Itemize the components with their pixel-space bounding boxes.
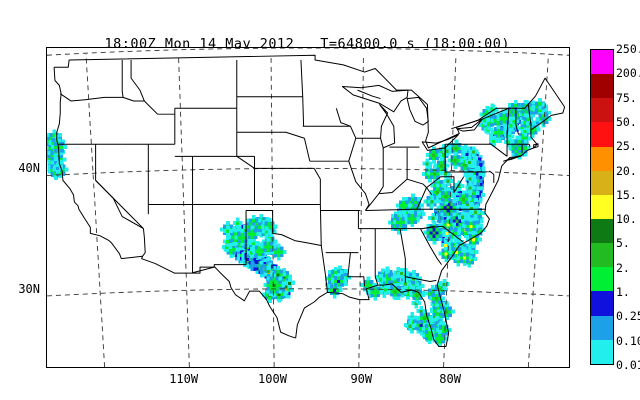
y-tick-label-0: 40N — [18, 161, 40, 176]
colorbar-tick-0: 250. — [616, 42, 640, 56]
colorbar-tick-9: 2. — [616, 260, 630, 275]
colorbar-band-1 — [591, 74, 613, 99]
colorbar-band-4 — [591, 146, 613, 171]
colorbar-tick-13: 0.01 — [616, 358, 640, 372]
colorbar-tick-5: 20. — [616, 163, 637, 178]
colorbar — [590, 49, 614, 365]
colorbar-tick-11: 0.25 — [616, 309, 640, 324]
colorbar-band-9 — [591, 267, 613, 292]
colorbar-band-10 — [591, 291, 613, 316]
colorbar-band-12 — [591, 339, 613, 364]
geography-layer — [53, 54, 566, 348]
colorbar-tick-labels: 250. 200. 75. 50. 25. 20. 15. 10. 5. 2. 1. 0.25 0.10… — [616, 42, 640, 372]
colorbar-tick-6: 15. — [616, 187, 637, 202]
colorbar-band-2 — [591, 98, 613, 123]
colorbar-band-5 — [591, 170, 613, 195]
x-tick-label-0: 110W — [169, 372, 199, 386]
colorbar-band-11 — [591, 315, 613, 340]
graticule-layer — [47, 48, 569, 367]
colorbar-tick-4: 25. — [616, 139, 637, 154]
x-tick-label-1: 100W — [258, 372, 287, 386]
colorbar-band-3 — [591, 122, 613, 147]
colorbar-tick-1: 200. — [616, 66, 640, 81]
colorbar-band-7 — [591, 218, 613, 244]
colorbar-tick-3: 50. — [616, 114, 637, 129]
colorbar-band-8 — [591, 243, 613, 268]
y-tick-label-1: 30N — [18, 282, 40, 297]
precipitation-layer — [47, 98, 552, 347]
map-canvas — [47, 48, 569, 367]
x-tick-label-3: 80W — [439, 372, 461, 386]
colorbar-tick-2: 75. — [616, 90, 637, 105]
colorbar-tick-8: 5. — [616, 236, 630, 251]
x-tick-label-2: 90W — [350, 372, 373, 386]
colorbar-tick-7: 10. — [616, 212, 637, 227]
map-plot-area — [46, 47, 570, 368]
colorbar-tick-12: 0.10 — [616, 333, 640, 348]
colorbar-band-0 — [591, 50, 613, 75]
colorbar-band-6 — [591, 194, 613, 219]
colorbar-tick-10: 1. — [616, 285, 630, 300]
